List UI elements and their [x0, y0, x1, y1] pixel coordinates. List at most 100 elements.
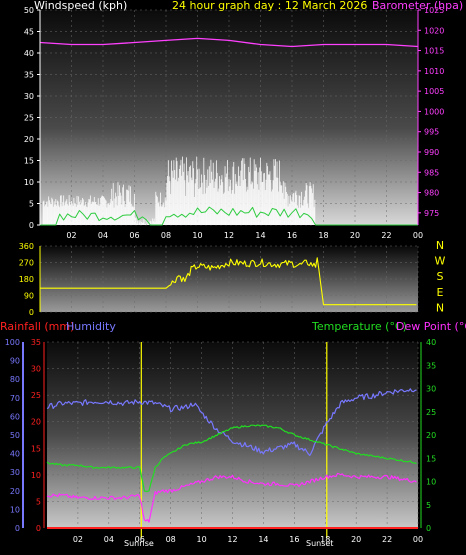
humidity-tick-label: 30 — [10, 468, 20, 477]
direction-tick-label: 270 — [19, 259, 34, 268]
direction-tick-label: 90 — [24, 292, 34, 301]
baro-tick-label: 1025 — [424, 6, 444, 15]
sunrise-label: Sunrise — [124, 539, 154, 548]
x-tick-label: 20 — [350, 231, 360, 240]
direction-line — [40, 257, 417, 306]
direction-tick-label: 0 — [29, 308, 34, 317]
x-tick-label: 22 — [381, 231, 391, 240]
baro-tick-label: 1005 — [424, 87, 444, 96]
temperature-tick-label: 40 — [426, 338, 436, 347]
baro-tick-label: 975 — [424, 209, 439, 218]
compass-label-s: S — [437, 270, 444, 283]
x-tick-label: 00 — [413, 231, 423, 240]
temperature-line — [46, 424, 417, 492]
temperature-tick-label: 30 — [426, 385, 436, 394]
direction-tick-label: 360 — [19, 242, 34, 251]
baro-tick-label: 985 — [424, 168, 439, 177]
temperature-tick-label: 15 — [426, 454, 436, 463]
wind-tick-label: 35 — [24, 71, 34, 80]
x-tick-label: 18 — [318, 231, 328, 240]
x-tick-label: 08 — [166, 535, 176, 544]
wind-bars — [42, 156, 316, 225]
direction-axes: 0 90 180 270 360 — [19, 242, 41, 317]
temperature-tick-label: 20 — [426, 431, 436, 440]
wind-axes: 0510152025303540455097598098599099510001… — [24, 6, 445, 240]
temperature-tick-label: 10 — [426, 478, 436, 487]
wind-tick-label: 5 — [29, 200, 34, 209]
barometer-axis-title: Barometer (hpa) — [372, 0, 463, 12]
temperature-tick-label: 5 — [426, 501, 431, 510]
x-tick-label: 20 — [351, 535, 361, 544]
humidity-tick-label: 50 — [10, 431, 20, 440]
wind-tick-label: 50 — [24, 6, 34, 15]
x-tick-label: 10 — [192, 231, 202, 240]
humidity-tick-label: 0 — [15, 524, 20, 533]
x-tick-label: 00 — [413, 535, 423, 544]
wind-lines — [39, 37, 419, 226]
sunset-label: Sunset — [306, 539, 333, 548]
wind-tick-label: 15 — [24, 157, 34, 166]
temperature-plot-area — [47, 342, 418, 528]
wind-tick-label: 25 — [24, 114, 34, 123]
temperature-lines — [46, 388, 418, 529]
humidity-tick-label: 40 — [10, 450, 20, 459]
humidity-line — [46, 388, 417, 457]
compass-label-e: E — [437, 286, 444, 299]
humidity-tick-label: 10 — [10, 505, 20, 514]
x-tick-label: 02 — [73, 535, 83, 544]
temperature-legend: Temperature (°C) — [311, 320, 407, 333]
baro-tick-label: 980 — [424, 189, 439, 198]
humidity-tick-label: 70 — [10, 394, 20, 403]
temperature-axes: 0 10 20 30 40 50 60 70 80 90 10 00 5 10 15 20 25 30 35 0 5 10… — [5, 338, 436, 544]
x-tick-label: 04 — [98, 231, 108, 240]
direction-lines — [40, 257, 417, 306]
compass-label-n: N — [436, 301, 444, 314]
wind-tick-label: 10 — [24, 178, 34, 187]
humidity-legend: Humidity — [66, 320, 116, 333]
x-tick-label: 16 — [287, 231, 297, 240]
rain-tick-label: 30 — [31, 365, 41, 374]
x-tick-label: 02 — [66, 231, 76, 240]
wind-axis-title: Windspeed (kph) — [34, 0, 127, 12]
wind-tick-label: 0 — [29, 221, 34, 230]
wind-tick-label: 45 — [24, 28, 34, 37]
rain-tick-label: 35 — [31, 338, 41, 347]
dewpoint-legend: Dew Point (°C) — [396, 320, 466, 333]
rain-tick-label: 20 — [31, 418, 41, 427]
x-tick-label: 08 — [161, 231, 171, 240]
baro-tick-label: 1010 — [424, 67, 444, 76]
rainfall-legend: Rainfall (mm) — [0, 320, 74, 333]
x-tick-label: 12 — [227, 535, 237, 544]
baro-tick-label: 1015 — [424, 47, 444, 56]
compass-label-n: N — [436, 239, 444, 252]
humidity-tick-label: 100 — [5, 338, 20, 347]
temperature-tick-label: 0 — [426, 524, 431, 533]
rain-tick-label: 5 — [36, 497, 41, 506]
baro-tick-label: 1020 — [424, 26, 444, 35]
baro-tick-label: 1000 — [424, 107, 444, 116]
temperature-tick-label: 25 — [426, 408, 436, 417]
humidity-tick-label: 90 — [10, 357, 20, 366]
wind-average-line — [40, 206, 418, 226]
wind-tick-label: 20 — [24, 135, 34, 144]
chart-title: 24 hour graph day : 12 March 2026 — [172, 0, 367, 12]
rain-tick-label: 25 — [31, 391, 41, 400]
rain-tick-label: 10 — [31, 471, 41, 480]
rain-tick-label: 15 — [31, 444, 41, 453]
direction-tick-label: 180 — [19, 275, 34, 284]
humidity-tick-label: 60 — [10, 412, 20, 421]
x-tick-label: 06 — [135, 535, 145, 544]
x-tick-label: 04 — [104, 535, 114, 544]
x-tick-label: 06 — [129, 231, 139, 240]
x-tick-label: 14 — [255, 231, 265, 240]
baro-tick-label: 990 — [424, 148, 439, 157]
humidity-tick-label: 20 — [10, 487, 20, 496]
compass-label-w: W — [435, 255, 446, 268]
humidity-tick-label: 80 — [10, 375, 20, 384]
barometer-line — [39, 37, 419, 48]
x-tick-label: 16 — [289, 535, 299, 544]
x-tick-label: 10 — [196, 535, 206, 544]
wind-tick-label: 30 — [24, 92, 34, 101]
